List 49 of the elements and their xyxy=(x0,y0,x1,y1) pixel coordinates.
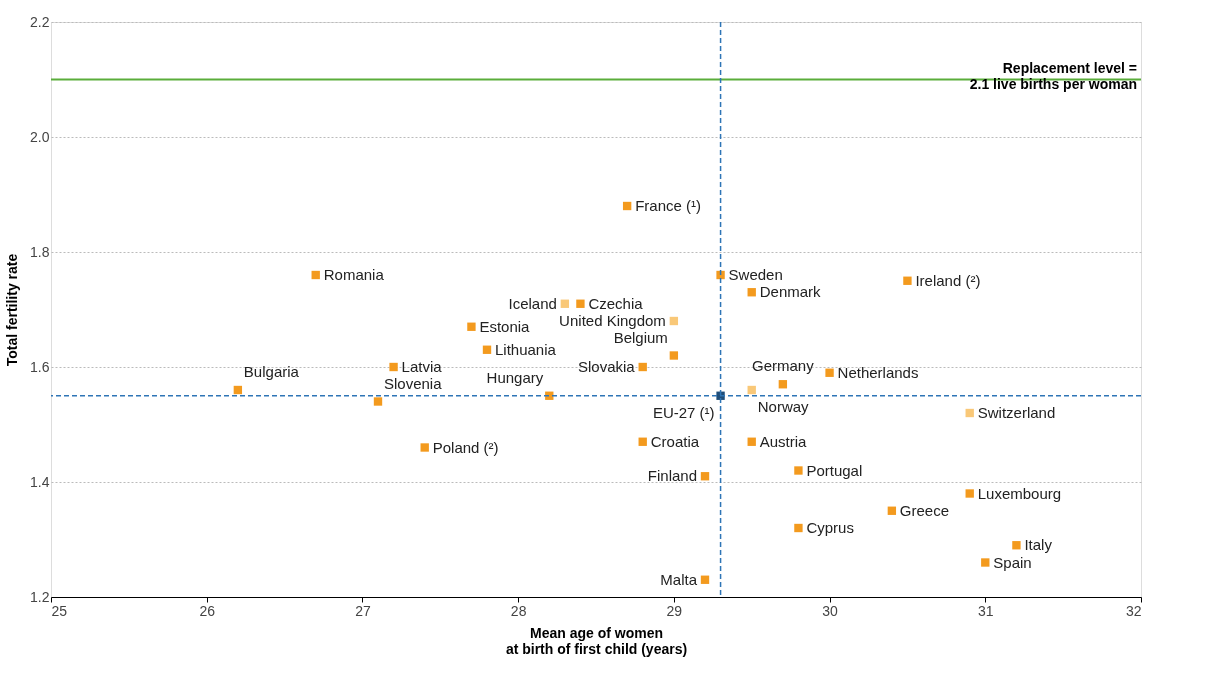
annotation: Greece xyxy=(899,501,950,519)
annotation: EU-27 (¹) xyxy=(652,403,715,421)
ref-line-label: Replacement level = 2.1 live births per woman xyxy=(969,59,1137,92)
x-tick-label: 32 xyxy=(1125,602,1142,619)
annotation: United Kingdom xyxy=(559,312,666,329)
annotation: Bulgaria xyxy=(243,363,300,380)
x-axis-title: Mean age of women at birth of first child (years) xyxy=(505,624,688,657)
x-tick-label: 25 xyxy=(51,602,68,619)
annotation: Slovenia xyxy=(384,374,443,392)
annotation: Netherlands xyxy=(837,363,919,381)
x-tick-label: 26 xyxy=(199,602,216,619)
annotation: Lithuania xyxy=(495,340,557,358)
x-tick-label: 30 xyxy=(822,602,839,619)
annotation: Iceland xyxy=(508,294,557,312)
annotation: Latvia xyxy=(401,358,443,375)
annotation: Norway xyxy=(757,398,810,415)
annotation: Austria xyxy=(759,432,808,450)
x-tick-label: 27 xyxy=(355,602,371,619)
annotation: Hungary xyxy=(486,368,544,386)
annotation: Germany xyxy=(752,357,815,375)
annotation: Czechia xyxy=(588,294,644,312)
annotation: Croatia xyxy=(650,432,700,450)
annotation: Italy xyxy=(1024,536,1053,554)
annotation: Ireland (²) xyxy=(915,271,981,289)
annotation: Portugal xyxy=(806,461,863,479)
y-tick-label: 1.4 xyxy=(30,473,50,490)
x-tick-label: 29 xyxy=(666,602,683,619)
y-tick-label: 1.6 xyxy=(30,358,50,375)
annotation: Malta xyxy=(660,570,698,588)
annotation: Poland (²) xyxy=(432,438,499,456)
annotation: Spain xyxy=(993,553,1032,571)
y-tick-label: 2.2 xyxy=(30,13,50,30)
annotation: Finland xyxy=(647,467,697,485)
y-tick-label: 1.8 xyxy=(30,243,50,260)
annotation: Denmark xyxy=(759,283,822,301)
y-axis-title: Total fertility rate xyxy=(4,253,21,367)
annotation: Belgium xyxy=(613,328,668,346)
annotation: Slovakia xyxy=(578,358,636,375)
y-tick-label: 1.2 xyxy=(30,588,50,605)
annotation: Estonia xyxy=(479,317,531,335)
x-tick-label: 31 xyxy=(978,602,994,619)
annotation: Romania xyxy=(323,266,385,283)
annotation: Cyprus xyxy=(806,519,854,536)
annotation: France (¹) xyxy=(635,197,701,214)
annotation: Switzerland xyxy=(977,404,1056,421)
y-tick-label: 2.0 xyxy=(30,128,50,145)
annotation: Luxembourg xyxy=(977,484,1062,502)
x-tick-label: 28 xyxy=(510,602,527,619)
annotation: Sweden xyxy=(728,266,783,283)
